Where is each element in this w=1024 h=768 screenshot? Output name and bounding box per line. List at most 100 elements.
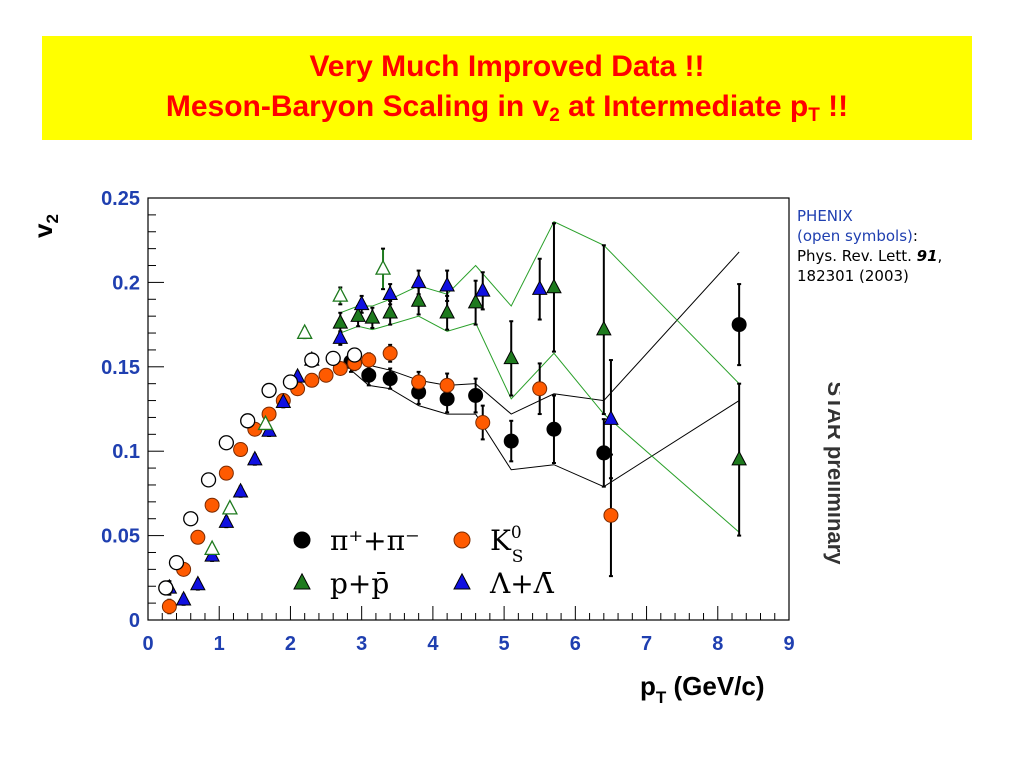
kaon_star-point [603,507,619,523]
pion_phenix-point [282,374,299,390]
star-preliminary-label: STAR preliminary [823,382,840,566]
x-tick-label: 1 [214,633,225,655]
pion_phenix-point [218,435,234,451]
y-tick-label: 0.05 [101,526,140,548]
kaon_star-point [304,372,320,388]
phenix-page-year: 182301 (2003) [797,267,909,285]
proton_phenix-point [296,323,313,339]
lambda_star-point [275,393,292,408]
proton_star-point [410,291,427,307]
lambda_star-point [439,276,455,292]
kaon_star-point [204,497,220,513]
lambda_star-point [218,512,235,528]
proton_star-point [364,308,381,324]
kaon_star-point [318,367,334,383]
kaon_star-point [382,345,398,361]
x-tick-label: 8 [712,633,723,655]
pion_phenix-point [346,347,363,363]
proton_star-point [595,320,612,336]
lambda_star-point [232,482,249,498]
proton_phenix-point [221,499,238,515]
proton_star-point [332,313,349,329]
y-tick-label: 0 [129,610,140,632]
kaon_star-point [411,374,427,390]
proton_star-point [503,349,520,365]
y-tick-label: 0.25 [101,188,140,210]
proton_phenix-point [204,539,221,556]
lambda_star-point [410,273,427,289]
pion_phenix-point [304,352,320,368]
y-tick-label: 0.15 [101,357,140,379]
title-line-2-subscript: 2 [549,105,560,126]
y-tick-label: 0.2 [112,272,140,294]
proton_band-lower-line [340,315,740,533]
phenix-comma: , [937,247,943,265]
kaon_star-point [361,352,377,368]
y-axis-label: v2 [28,214,62,238]
lambda_star-point [175,590,192,606]
phenix-journal-name: Phys. Rev. Lett. [797,247,917,265]
x-tick-label: 9 [783,633,794,655]
proton_phenix-point [257,414,274,431]
phenix-reference: PHENIX (open symbols): Phys. Rev. Lett. … [797,206,1012,286]
legend-lambda-point [453,572,471,590]
phenix-open-symbols: (open symbols) [797,227,913,245]
kaon_star-point [475,415,491,431]
x-tick-label: 3 [356,633,367,655]
legend-label-pion: π⁺+π⁻ [330,524,420,557]
pion_phenix-point [240,413,256,429]
kaon_star-point [532,381,548,397]
title-line-2-text-b: at Intermediate p [559,90,809,123]
y-tick-label: 0.1 [112,441,140,463]
lambda_star-point [531,280,548,295]
x-axis-label: pT (GeV/c) [640,671,765,707]
plot-frame [147,197,790,621]
lambda_star-point [474,281,491,297]
lambda_star-point [382,285,398,300]
x-tick-label: 0 [142,633,153,655]
kaon_star-point [218,465,234,481]
proton_star-point [546,278,562,294]
pion_phenix-point [261,382,277,399]
title-banner: Very Much Improved Data !! Meson-Baryon … [42,36,972,140]
lambda_star-point [353,295,370,311]
proton_star-point [439,303,455,319]
x-tick-label: 7 [641,633,652,655]
pion_star-point [361,367,377,383]
pion_phenix-point [158,580,174,596]
pion_star-point [596,445,612,461]
legend-label-proton: p+p̄ [330,567,389,600]
pion_star-point [503,433,519,449]
lambda_star-point [247,450,263,466]
proton_phenix-point [374,259,392,275]
pion_band-lower-line [350,369,740,488]
legend-label-kaon: K0 S [490,523,523,567]
x-tick-label: 2 [285,633,296,655]
proton_star-point [350,307,366,322]
title-line-2-text-a: Meson-Baryon Scaling in v [165,90,550,123]
pion_phenix-point [325,350,341,367]
proton_phenix-point [332,286,349,302]
kaon_star-point [190,529,206,545]
phenix-volume: 91 [916,247,938,265]
pion_phenix-point [183,511,199,527]
kaon_star-point [439,377,455,393]
pion_star-point [468,387,484,403]
lambda_star-point [603,410,619,425]
proton_star-point [467,293,484,309]
lambda_star-point [332,328,349,344]
phenix-open-symbols-line: (open symbols): [797,226,1012,246]
x-tick-label: 5 [499,633,510,655]
legend-label-lambda: Λ+Λ̄ [489,567,555,600]
pion_star-point [546,421,562,437]
legend-pion-point [293,531,311,549]
x-tick-label: 4 [427,633,439,655]
legend-kaon-point [453,531,471,549]
title-line-2-subscript-2: T [808,105,820,126]
pion_phenix-point [168,554,185,571]
svg-text:STAR preliminary: STAR preliminary [823,382,840,566]
title-line-1: Very Much Improved Data !! [309,50,705,83]
pion_star-point [382,371,398,387]
title-line-2-text-c: !! [819,90,849,123]
